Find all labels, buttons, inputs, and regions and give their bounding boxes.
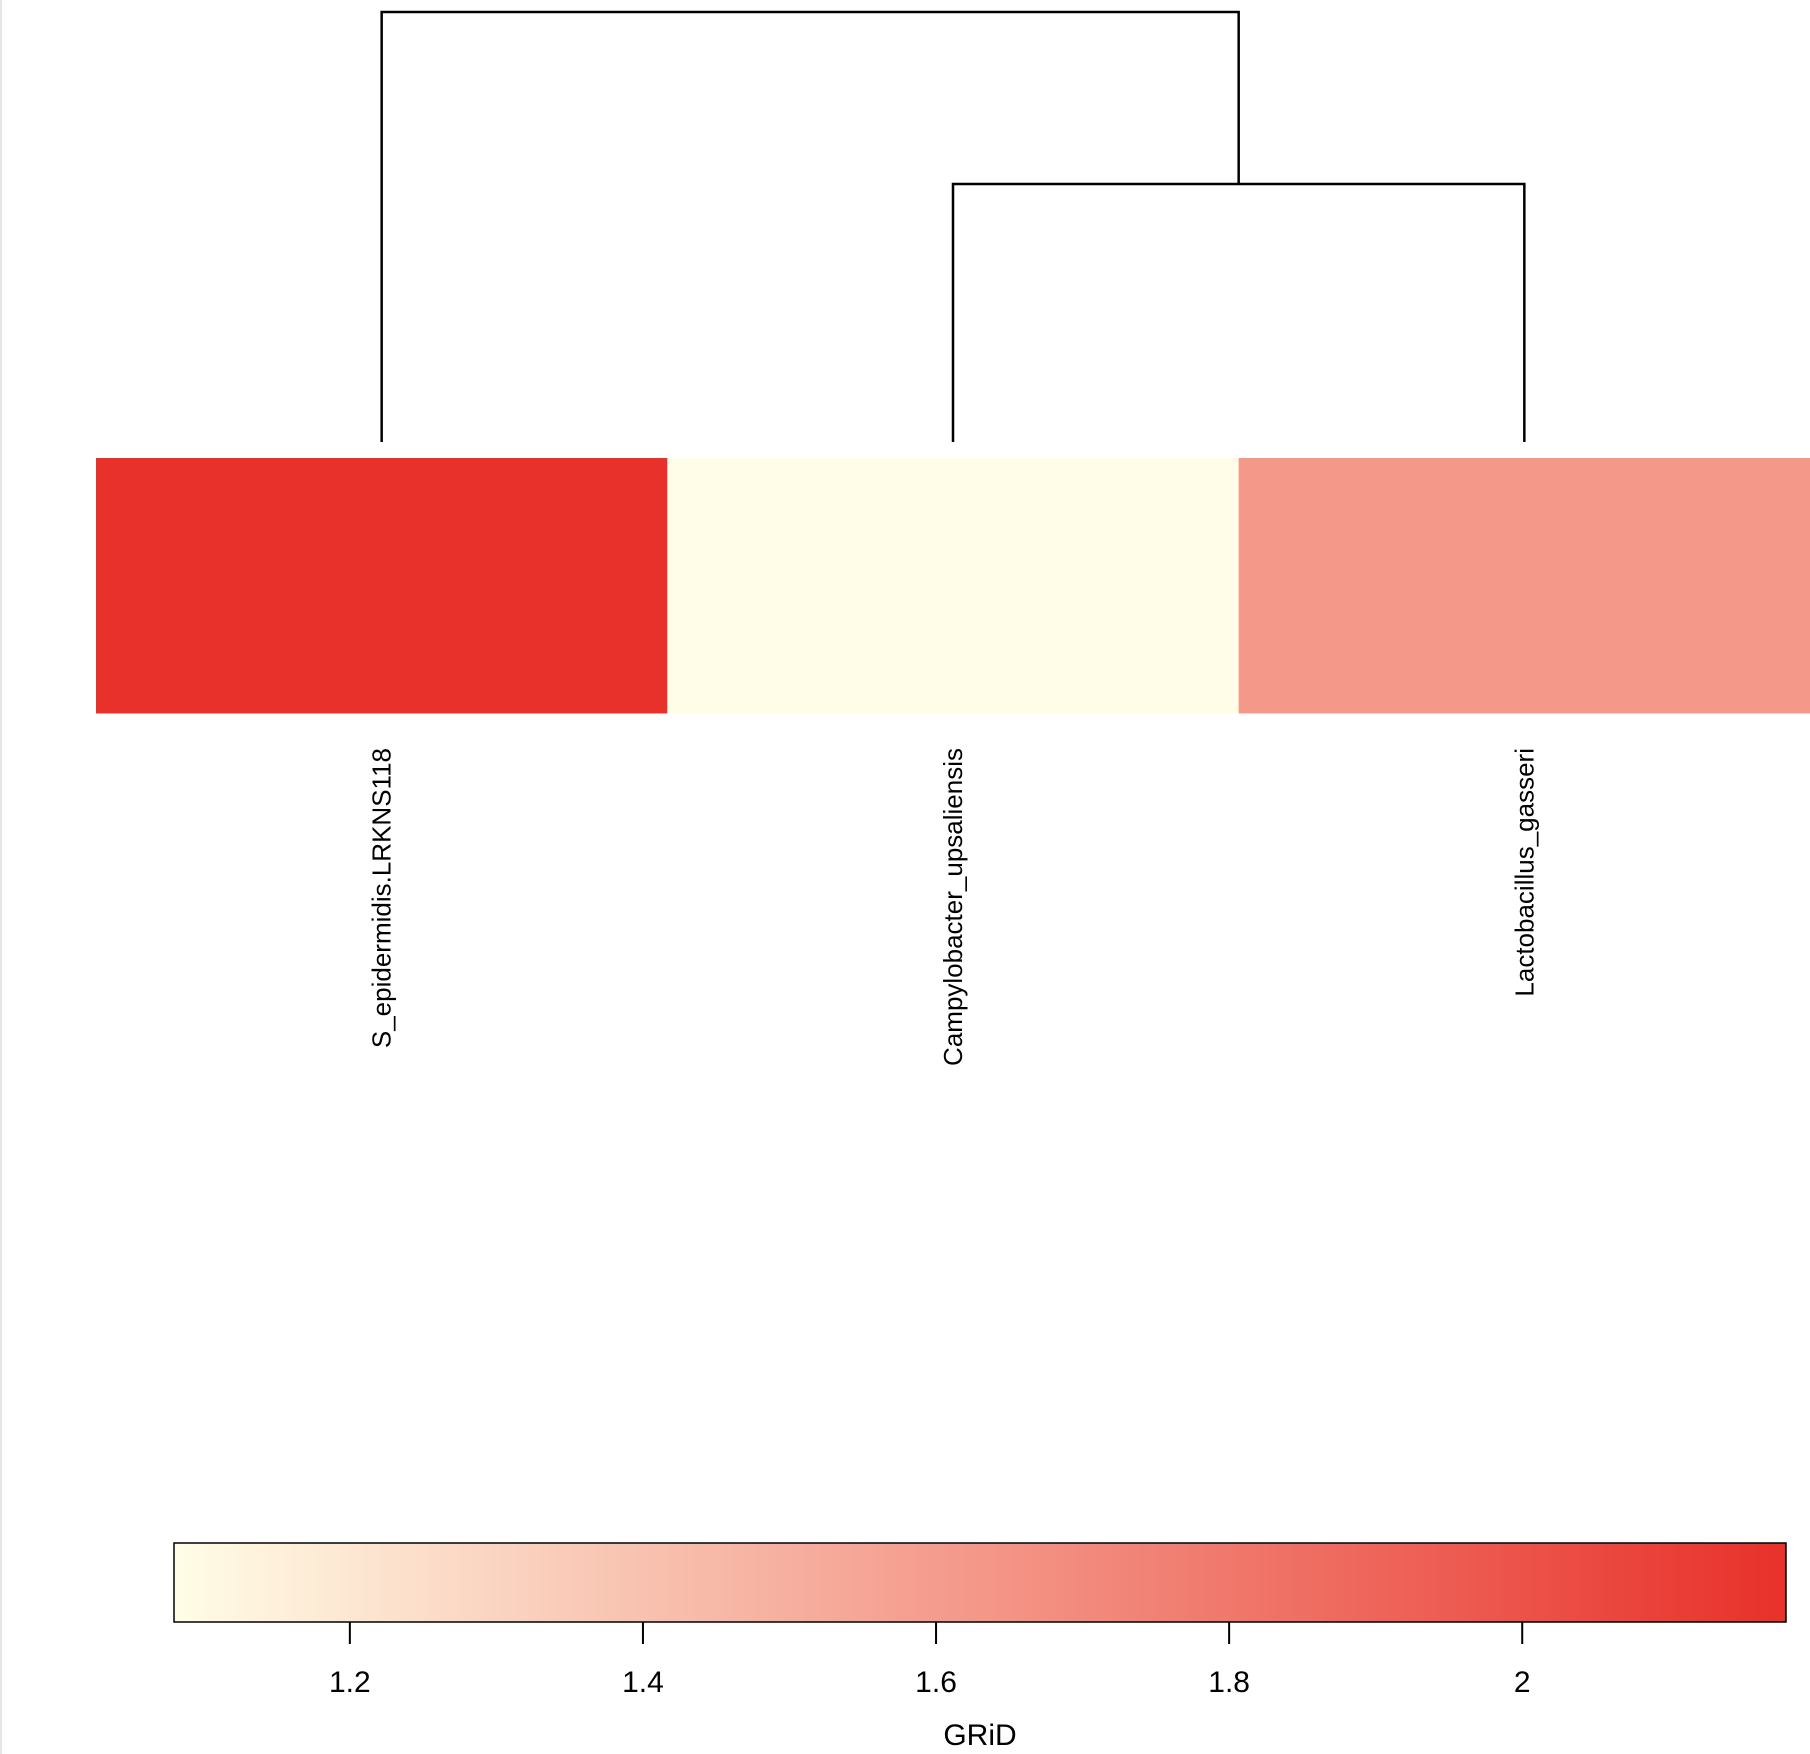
colorbar: 1.2 1.4 1.6 1.8 2 GRiD bbox=[173, 1542, 1787, 1752]
column-labels: S_epidermidis.LRKNS118 Campylobacter_upsa… bbox=[367, 748, 1540, 1066]
heatmap-cell bbox=[667, 585, 1240, 714]
colorbar-tick-label: 1.8 bbox=[1208, 1666, 1250, 1699]
heatmap-cell bbox=[1238, 585, 1810, 714]
heatmap-cell bbox=[96, 458, 668, 586]
heatmap-cell bbox=[96, 585, 668, 714]
heatmap-cells bbox=[96, 458, 1810, 714]
colorbar-gradient bbox=[173, 1542, 1787, 1623]
column-label: Campylobacter_upsaliensis bbox=[938, 748, 968, 1066]
dendrogram-branch bbox=[380, 10, 1240, 442]
left-border bbox=[0, 0, 2, 1754]
colorbar-ticks: 1.2 1.4 1.6 1.8 2 bbox=[329, 1622, 1531, 1699]
heatmap-cell bbox=[667, 458, 1240, 586]
heatmap-cell bbox=[1238, 458, 1810, 586]
colorbar-tick-label: 1.4 bbox=[622, 1666, 664, 1699]
dendrogram-branch bbox=[951, 182, 1526, 442]
column-label: Lactobacillus_gasseri bbox=[1509, 748, 1539, 997]
colorbar-title: GRiD bbox=[943, 1719, 1016, 1752]
colorbar-tick-label: 1.2 bbox=[329, 1666, 371, 1699]
colorbar-tick-label: 1.6 bbox=[915, 1666, 957, 1699]
column-label: S_epidermidis.LRKNS118 bbox=[367, 748, 397, 1048]
colorbar-tick-label: 2 bbox=[1514, 1666, 1531, 1699]
dendrogram bbox=[380, 10, 1526, 442]
